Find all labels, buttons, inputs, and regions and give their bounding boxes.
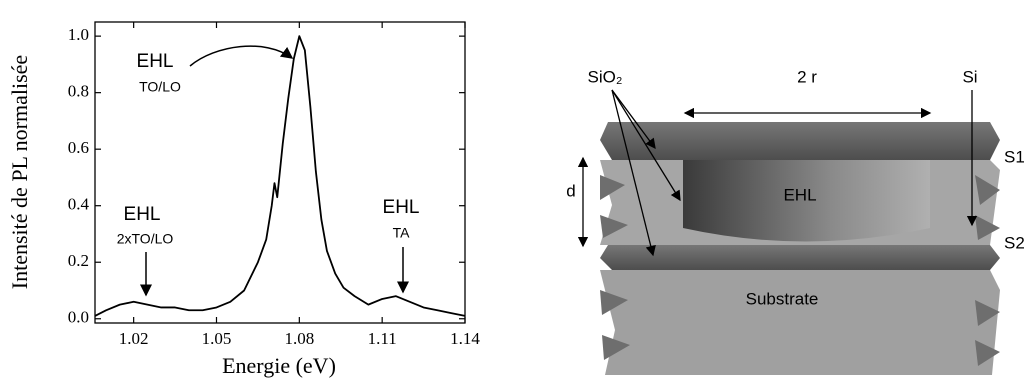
y-axis-title: Intensité de PL normalisée: [7, 55, 32, 289]
arrow: [611, 89, 656, 257]
y-tick-label: 0.4: [68, 195, 90, 214]
label-radius: 2 r: [797, 67, 817, 86]
label-sio2: SiO₂: [588, 67, 623, 86]
substrate-layer: [600, 270, 1000, 375]
x-tick-label: 1.08: [284, 329, 314, 348]
label-s1: S1: [1004, 147, 1025, 166]
diagram: SiO₂ 2 r Si S1 S2 d EHL Substrate: [566, 67, 1025, 375]
annotation-sub: TO/LO: [139, 79, 181, 95]
annotation: EHL: [137, 51, 174, 72]
y-tick-label: 1.0: [68, 25, 89, 44]
y-tick-label: 0.0: [68, 308, 89, 327]
sio2-top: [600, 122, 1000, 160]
annotation: EHL: [383, 197, 420, 218]
label-d: d: [566, 181, 575, 200]
x-tick-label: 1.11: [368, 329, 397, 348]
x-tick-label: 1.14: [450, 329, 480, 348]
spectrum-line: [94, 35, 466, 317]
y-tick-label: 0.6: [68, 138, 89, 157]
label-substrate: Substrate: [746, 289, 819, 308]
ehl-cylinder: [683, 160, 930, 242]
x-axis-title: Energie (eV): [222, 353, 336, 378]
y-tick-label: 0.2: [68, 251, 89, 270]
chart: Energie (eV) Intensité de PL normalisée …: [7, 21, 480, 378]
arrow: [189, 45, 294, 67]
annotation-sub: 2xTO/LO: [117, 231, 174, 247]
annotation: EHL: [124, 204, 161, 225]
y-tick-label: 0.8: [68, 82, 89, 101]
label-s2: S2: [1004, 233, 1025, 252]
arrow: [611, 89, 656, 150]
sio2-bottom: [600, 245, 1000, 270]
label-si: Si: [962, 67, 977, 86]
zigzag-edges: [600, 175, 1000, 366]
x-tick-label: 1.02: [119, 329, 149, 348]
plot-frame: [94, 21, 466, 324]
annotation-sub: TA: [393, 225, 411, 241]
x-tick-label: 1.05: [202, 329, 232, 348]
label-ehl: EHL: [783, 185, 816, 204]
arrow: [611, 89, 681, 202]
